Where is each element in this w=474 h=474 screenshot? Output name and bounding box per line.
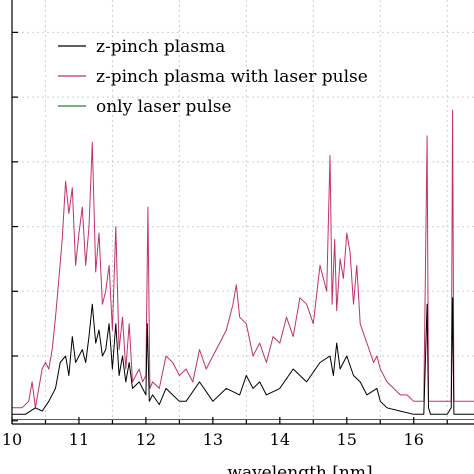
series-line-0 [12, 297, 474, 415]
legend-label-0: z-pinch plasma [96, 37, 225, 57]
series-line-1 [12, 109, 474, 409]
grid [12, 0, 474, 424]
x-axis-label: wavelength [nm] [227, 463, 372, 474]
legend: z-pinch plasma z-pinch plasma with laser … [58, 37, 368, 117]
x-tick-label: 13 [203, 430, 223, 449]
x-tick-label: 15 [337, 430, 357, 449]
x-tick-label: 11 [69, 430, 89, 449]
x-tick-label: 16 [404, 430, 424, 449]
legend-label-2: only laser pulse [96, 97, 232, 117]
x-tick-label: 14 [270, 430, 290, 449]
axes [11, 0, 474, 425]
legend-label-1: z-pinch plasma with laser pulse [96, 67, 368, 87]
series-lines [12, 109, 474, 420]
x-tick-label: 12 [136, 430, 156, 449]
x-tick-label: 10 [2, 430, 22, 449]
x-tick-labels: 10 11 12 13 14 15 16 [2, 430, 424, 449]
